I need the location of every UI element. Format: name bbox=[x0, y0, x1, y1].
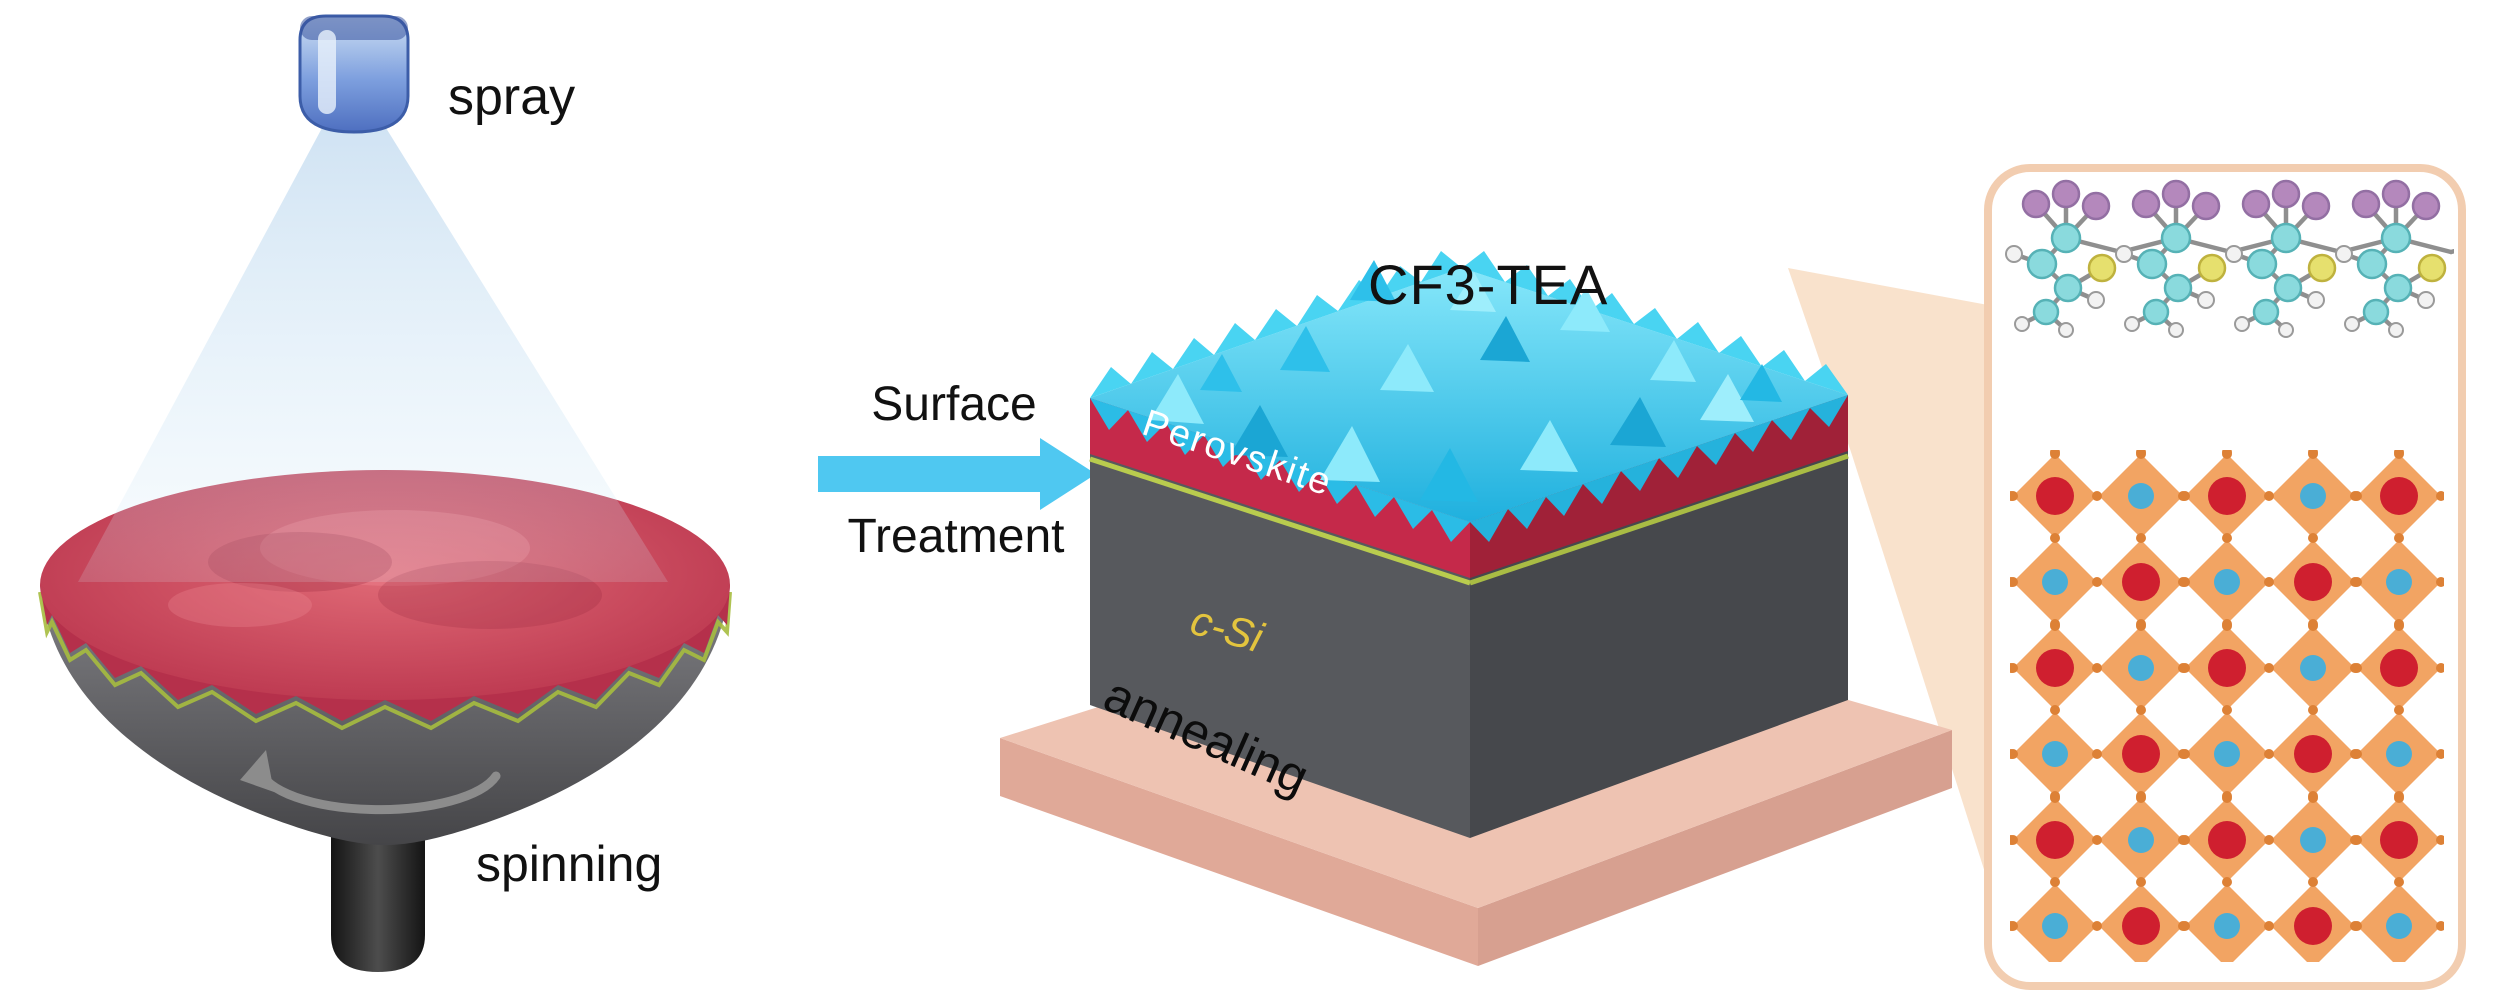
spin-arrow-icon bbox=[240, 750, 501, 815]
process-arrow-icon bbox=[818, 438, 1096, 510]
spinning-label: spinning bbox=[476, 836, 663, 892]
spikes-front-left bbox=[1090, 398, 1470, 542]
spray-label: spray bbox=[448, 68, 576, 126]
greenline-right bbox=[1469, 453, 1849, 586]
perovskite-lattice bbox=[2010, 450, 2444, 962]
molecular-inset bbox=[1984, 164, 2466, 990]
pyramid-texture bbox=[1150, 260, 1782, 502]
surface-label: Surface bbox=[871, 378, 1037, 431]
disc-rim-greenline bbox=[38, 591, 732, 731]
hotplate-side-left bbox=[1000, 738, 1478, 966]
spray-cone bbox=[78, 128, 668, 582]
hotplate-side-right bbox=[1478, 730, 1952, 966]
inset-border bbox=[1984, 164, 2466, 990]
zoom-connector bbox=[1788, 268, 1988, 882]
greenline-left bbox=[1089, 456, 1471, 586]
spray-nozzle-icon bbox=[298, 14, 410, 134]
cf3-tea-label: CF3-TEA bbox=[1368, 253, 1609, 316]
device-stack bbox=[1000, 251, 1952, 966]
treatment-label: Treatment bbox=[847, 510, 1065, 563]
spikes-back-left bbox=[1090, 251, 1462, 398]
spin-coater bbox=[38, 14, 732, 972]
cf3tea-top-face bbox=[1090, 268, 1848, 522]
spikes-front-right bbox=[1470, 395, 1848, 542]
spikes-back-right bbox=[1462, 251, 1848, 395]
film-mottle bbox=[168, 583, 312, 627]
